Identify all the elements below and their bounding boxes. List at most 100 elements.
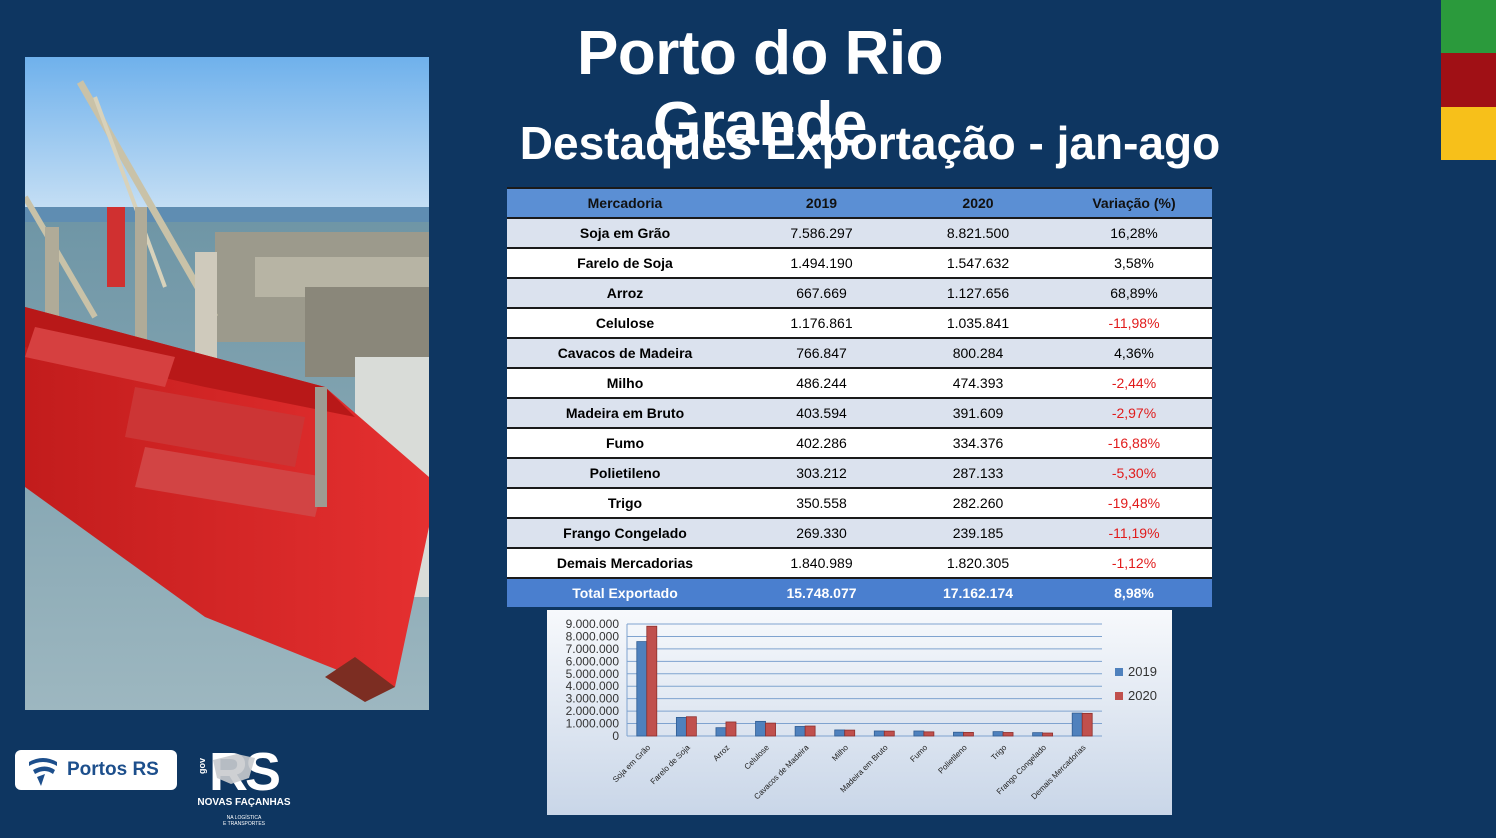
bar-2020 (804, 725, 816, 737)
bar-2019 (715, 727, 727, 737)
cell-2019: 350.558 (743, 488, 900, 519)
exports-bar-chart: 01.000.0002.000.0003.000.0004.000.0005.0… (547, 610, 1172, 815)
cell-variacao: 16,28% (1056, 218, 1212, 249)
cell-variacao: 68,89% (1056, 278, 1212, 309)
flag-stripe-green (1441, 0, 1496, 54)
cell-2019: 1.840.989 (743, 548, 900, 579)
cell-variacao: -11,19% (1056, 518, 1212, 549)
bar-2019 (1032, 732, 1044, 737)
cell-2020: 1.127.656 (900, 278, 1056, 309)
rs-small-tagline: NA LOGÍSTICA E TRANSPORTES (206, 815, 282, 827)
bar-2020 (844, 729, 856, 737)
cell-variacao: -1,12% (1056, 548, 1212, 579)
cell-mercadoria: Demais Mercadorias (507, 548, 743, 579)
cell-variacao: 3,58% (1056, 248, 1212, 279)
cell-2020: 1.547.632 (900, 248, 1056, 279)
legend-swatch-2019 (1115, 668, 1123, 676)
bar-2020 (883, 730, 895, 737)
cell-2019: 766.847 (743, 338, 900, 369)
cell-mercadoria: Frango Congelado (507, 518, 743, 549)
legend-swatch-2020 (1115, 692, 1123, 700)
cell-2020: 287.133 (900, 458, 1056, 489)
cell-variacao: -11,98% (1056, 308, 1212, 339)
portos-rs-logo: Portos RS (15, 750, 177, 790)
cell-mercadoria: Fumo (507, 428, 743, 459)
cell-2019: 303.212 (743, 458, 900, 489)
table-row: Cavacos de Madeira 766.847 800.284 4,36% (507, 338, 1212, 369)
col-header-variacao: Variação (%) (1056, 187, 1212, 219)
bar-2020 (963, 732, 974, 737)
cell-mercadoria: Farelo de Soja (507, 248, 743, 279)
table-row: Polietileno 303.212 287.133 -5,30% (507, 458, 1212, 489)
col-header-mercadoria: Mercadoria (507, 187, 743, 219)
cell-variacao: 4,36% (1056, 338, 1212, 369)
table-total-row: Total Exportado 15.748.077 17.162.174 8,98% (507, 578, 1212, 607)
y-tick-label: 7.000.000 (566, 642, 620, 656)
rs-small-line-2: E TRANSPORTES (222, 821, 266, 827)
cell-variacao: -2,44% (1056, 368, 1212, 399)
cell-mercadoria: Milho (507, 368, 743, 399)
bar-2019 (636, 641, 648, 737)
cell-2020: 1.820.305 (900, 548, 1056, 579)
ship-photo (25, 57, 429, 710)
bar-2020 (923, 731, 935, 737)
cell-2020: 334.376 (900, 428, 1056, 459)
y-tick-label: 2.000.000 (566, 704, 620, 718)
total-variacao: 8,98% (1056, 578, 1212, 607)
cell-2020: 391.609 (900, 398, 1056, 429)
bar-2020 (765, 722, 776, 737)
cell-variacao: -19,48% (1056, 488, 1212, 519)
table-row: Soja em Grão 7.586.297 8.821.500 16,28% (507, 218, 1212, 249)
bar-2019 (794, 726, 806, 737)
bar-2019 (953, 731, 964, 737)
bar-2019 (834, 729, 846, 737)
cell-2019: 1.494.190 (743, 248, 900, 279)
page-subtitle: Destaques Exportação - jan-ago (519, 117, 1221, 169)
bar-2020 (1042, 732, 1054, 737)
bar-2019 (992, 731, 1004, 737)
y-tick-label: 5.000.000 (566, 667, 620, 681)
col-header-2019: 2019 (743, 187, 900, 219)
page-title: Porto do Rio Grande (577, 19, 943, 159)
table-row: Milho 486.244 474.393 -2,44% (507, 368, 1212, 399)
table-row: Farelo de Soja 1.494.190 1.547.632 3,58% (507, 248, 1212, 279)
cell-2019: 402.286 (743, 428, 900, 459)
cell-variacao: -16,88% (1056, 428, 1212, 459)
bar-2020 (1081, 712, 1093, 737)
rs-small-line-1: NA LOGÍSTICA (226, 815, 262, 821)
cell-mercadoria: Madeira em Bruto (507, 398, 743, 429)
bar-2019 (675, 717, 687, 737)
table-row: Frango Congelado 269.330 239.185 -11,19% (507, 518, 1212, 549)
flag-stripe-red (1441, 53, 1496, 107)
cell-2020: 1.035.841 (900, 308, 1056, 339)
table-row: Madeira em Bruto 403.594 391.609 -2,97% (507, 398, 1212, 429)
cell-mercadoria: Cavacos de Madeira (507, 338, 743, 369)
cell-2019: 269.330 (743, 518, 900, 549)
cell-mercadoria: Trigo (507, 488, 743, 519)
bar-2020 (646, 625, 658, 737)
cell-2019: 7.586.297 (743, 218, 900, 249)
table-row: Demais Mercadorias 1.840.989 1.820.305 -1,1… (507, 548, 1212, 579)
y-tick-label: 9.000.000 (566, 617, 620, 631)
table-row: Arroz 667.669 1.127.656 68,89% (507, 278, 1212, 309)
portos-wave-icon (29, 758, 57, 786)
table-header-row: Mercadoria 2019 2020 Variação (%) (507, 187, 1212, 219)
cell-2020: 474.393 (900, 368, 1056, 399)
cell-mercadoria: Celulose (507, 308, 743, 339)
exports-table: Mercadoria 2019 2020 Variação (%) Soja e… (507, 187, 1212, 607)
total-label: Total Exportado (507, 578, 743, 607)
bar-2019 (913, 730, 925, 737)
bar-2019 (1071, 712, 1083, 737)
legend-label-2020: 2020 (1128, 688, 1157, 703)
cell-variacao: -5,30% (1056, 458, 1212, 489)
cell-2019: 486.244 (743, 368, 900, 399)
cell-2020: 282.260 (900, 488, 1056, 519)
legend-label-2019: 2019 (1128, 664, 1157, 679)
y-tick-label: 1.000.000 (566, 717, 620, 731)
cell-variacao: -2,97% (1056, 398, 1212, 429)
table-row: Fumo 402.286 334.376 -16,88% (507, 428, 1212, 459)
portos-rs-text: Portos RS (67, 759, 159, 780)
flag-stripe-yellow (1441, 106, 1496, 160)
cell-mercadoria: Arroz (507, 278, 743, 309)
table-row: Celulose 1.176.861 1.035.841 -11,98% (507, 308, 1212, 339)
